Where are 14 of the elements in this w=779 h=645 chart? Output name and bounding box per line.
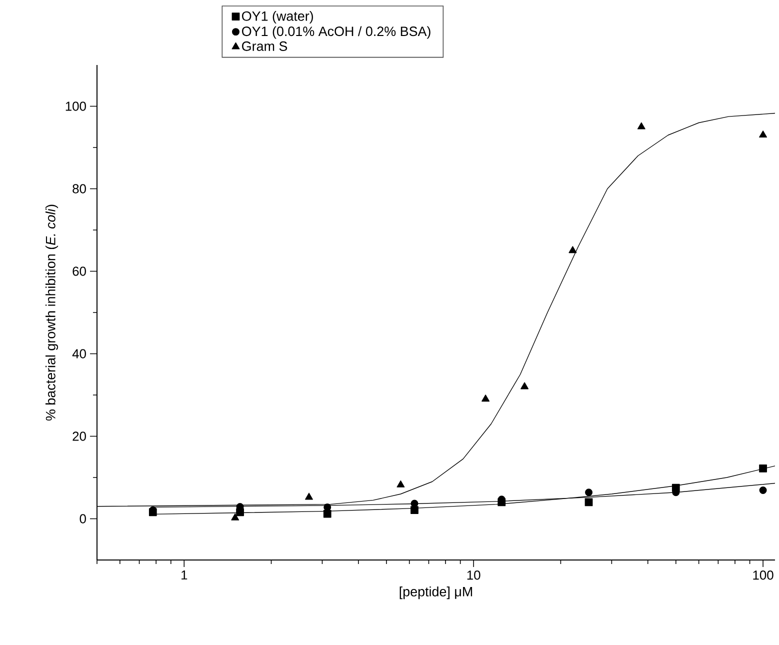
x-tick-label: 10 — [467, 570, 480, 580]
x-tick-label: 1 — [182, 570, 188, 580]
y-tick-label: 40 — [72, 349, 86, 358]
y-axis-title: % bacterial growth inhibition (E. coli) — [45, 204, 58, 421]
y-tick-label: 20 — [72, 432, 86, 441]
legend-label: Gram S — [242, 41, 288, 51]
y-tick-label: 60 — [72, 266, 86, 276]
legend-label: OY1 (water) — [242, 10, 313, 24]
y-tick-label: 100 — [66, 102, 86, 111]
x-tick-label: 100 — [753, 570, 774, 580]
y-tick-label: 0 — [80, 514, 86, 524]
legend-label: OY1 (0.01% AcOH / 0.2% BSA) — [242, 26, 430, 39]
x-axis-title: [peptide] μM — [400, 586, 472, 600]
y-tick-label: 80 — [72, 184, 86, 194]
